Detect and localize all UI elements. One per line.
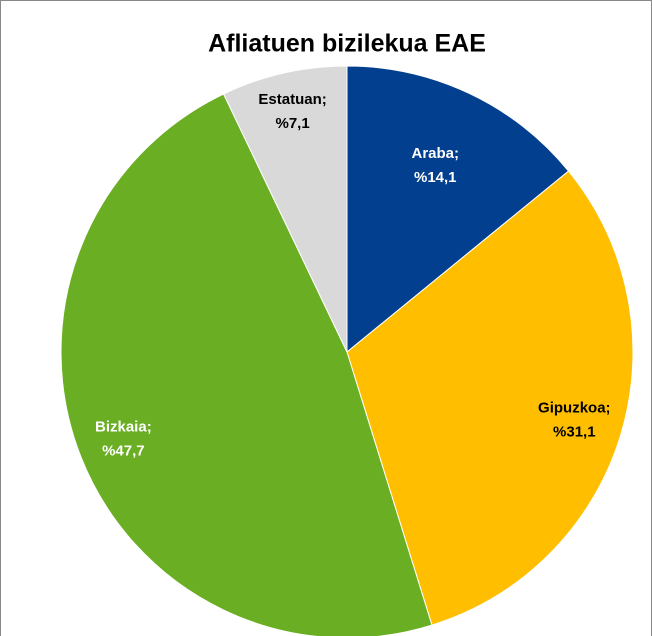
slice-category-label: Gipuzkoa;	[538, 399, 611, 416]
pie-slice	[346, 170, 634, 626]
pie-slice	[60, 93, 433, 636]
pie-slice	[346, 65, 570, 354]
slice-value-label: %31,1	[553, 423, 596, 440]
slice-category-label: Estatuan;	[258, 91, 326, 108]
slice-category-label: Bizkaia;	[95, 419, 152, 436]
slice-category-label: Araba;	[412, 145, 460, 162]
slice-value-label: %7,1	[275, 115, 309, 132]
chart-title: Afliatuen bizilekua EAE	[208, 30, 486, 58]
slice-value-label: %47,7	[102, 443, 145, 460]
slice-value-label: %14,1	[414, 169, 457, 186]
pie-slice	[222, 65, 348, 353]
